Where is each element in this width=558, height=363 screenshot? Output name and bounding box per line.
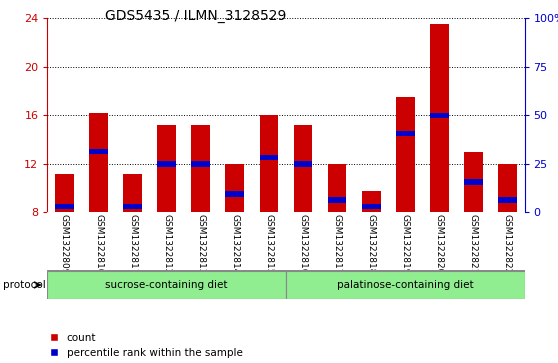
Text: GSM1322809: GSM1322809 (60, 214, 69, 274)
Bar (259, 155, 278, 160)
Bar (328, 164, 347, 212)
Bar (464, 179, 483, 185)
Bar (157, 161, 176, 167)
Bar (55, 204, 74, 209)
Text: GSM1322814: GSM1322814 (230, 214, 239, 274)
Bar (328, 197, 347, 203)
Bar (225, 191, 244, 197)
Text: GSM1322815: GSM1322815 (264, 214, 273, 274)
Bar (157, 125, 176, 212)
Bar (191, 161, 210, 167)
Bar (123, 174, 142, 212)
Bar (362, 204, 381, 209)
Bar (89, 113, 108, 212)
Text: GSM1322818: GSM1322818 (367, 214, 376, 274)
Text: GSM1322813: GSM1322813 (196, 214, 205, 274)
Text: GSM1322822: GSM1322822 (503, 214, 512, 274)
Bar (123, 204, 142, 209)
Bar (430, 24, 449, 212)
Text: protocol: protocol (3, 280, 46, 290)
Bar (286, 271, 525, 299)
Bar (47, 271, 286, 299)
Text: GSM1322820: GSM1322820 (435, 214, 444, 274)
Bar (430, 113, 449, 118)
Bar (498, 197, 517, 203)
Bar (89, 149, 108, 154)
Bar (259, 115, 278, 212)
Text: GSM1322817: GSM1322817 (333, 214, 341, 274)
Bar (55, 174, 74, 212)
Bar (362, 191, 381, 212)
Bar (396, 131, 415, 136)
Bar (498, 164, 517, 212)
Bar (294, 125, 312, 212)
Bar (396, 97, 415, 212)
Bar (191, 125, 210, 212)
Bar (464, 152, 483, 212)
Text: GSM1322812: GSM1322812 (162, 214, 171, 274)
Text: GSM1322821: GSM1322821 (469, 214, 478, 274)
Bar (294, 161, 312, 167)
Text: GSM1322810: GSM1322810 (94, 214, 103, 274)
Text: GSM1322816: GSM1322816 (299, 214, 307, 274)
Legend: count, percentile rank within the sample: count, percentile rank within the sample (50, 333, 242, 358)
Text: palatinose-containing diet: palatinose-containing diet (337, 280, 474, 290)
Text: GSM1322811: GSM1322811 (128, 214, 137, 274)
Text: sucrose-containing diet: sucrose-containing diet (105, 280, 228, 290)
Text: GDS5435 / ILMN_3128529: GDS5435 / ILMN_3128529 (104, 9, 286, 23)
Text: GSM1322819: GSM1322819 (401, 214, 410, 274)
Bar (225, 164, 244, 212)
